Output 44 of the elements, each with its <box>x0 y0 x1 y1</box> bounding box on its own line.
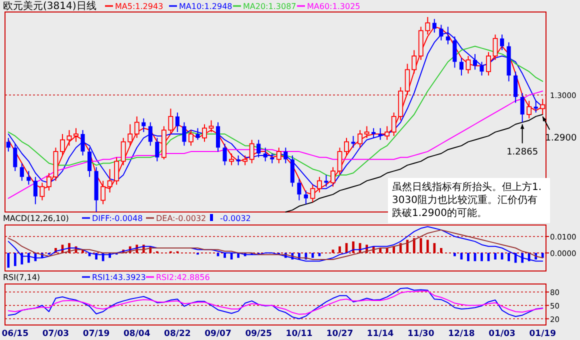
bar <box>14 252 16 266</box>
x-tick-label: 09/25 <box>245 329 272 339</box>
legend-label: -0.0032 <box>220 214 251 223</box>
legend-label: MA10:1.2948 <box>179 2 232 11</box>
legend-label: MA20:1.3087 <box>243 2 296 11</box>
bar <box>224 252 226 258</box>
bar <box>480 252 483 262</box>
bar <box>7 252 10 268</box>
bar <box>312 252 314 258</box>
x-tick-label: 06/15 <box>2 329 29 339</box>
x-tick-label: 07/19 <box>82 329 110 339</box>
bar <box>454 252 456 256</box>
note-box: 虽然日线指标有所抬头。但上方1.3030阻力也比较沉重。汇价仍有跌破1.2900的可能。 <box>388 178 550 223</box>
legend-label: DEA:-0.0032 <box>156 214 206 223</box>
x-tick-label: 08/04 <box>123 329 150 339</box>
x-tick-label: 12/18 <box>448 329 475 339</box>
x-tick-label: 11/14 <box>366 329 394 339</box>
bar <box>508 252 510 262</box>
chart-title: 欧元美元(3814)日线 <box>3 0 96 12</box>
legend-label: MA60:1.3025 <box>307 2 360 11</box>
bar <box>521 252 524 263</box>
legend-label: RSI2:42.8856 <box>156 273 210 282</box>
bar <box>20 252 24 264</box>
x-tick-label: 11/30 <box>408 329 434 339</box>
annotation: 虽然日线指标有所抬头。但上方1.3030阻力也比较沉重。汇价仍有跌破1.2900的可能。 <box>392 181 542 219</box>
bar <box>237 252 240 258</box>
bar <box>541 252 544 258</box>
legend-label: RSI1:43.3923 <box>92 273 146 282</box>
x-tick-label: 07/03 <box>42 329 70 339</box>
bar <box>514 252 517 263</box>
x-tick-label: 01/03 <box>488 329 516 339</box>
bar <box>27 252 30 263</box>
bar <box>467 252 470 262</box>
chart-title: MACD(12,26,10) <box>3 214 69 223</box>
x-tick-label: 10/27 <box>326 329 354 339</box>
x-tick-label: 01/19 <box>529 329 556 339</box>
x-tick-label: 10/11 <box>286 329 313 339</box>
bar <box>494 252 496 260</box>
legend-label: DIFF:-0.0048 <box>92 214 143 223</box>
x-tick-label: 09/07 <box>204 329 232 339</box>
annotation: 1.2865 <box>506 147 538 158</box>
legend-label: MA5:1.2943 <box>115 2 164 11</box>
chart-title: RSI(7,14) <box>3 273 40 282</box>
x-tick-label: 08/22 <box>164 329 191 339</box>
